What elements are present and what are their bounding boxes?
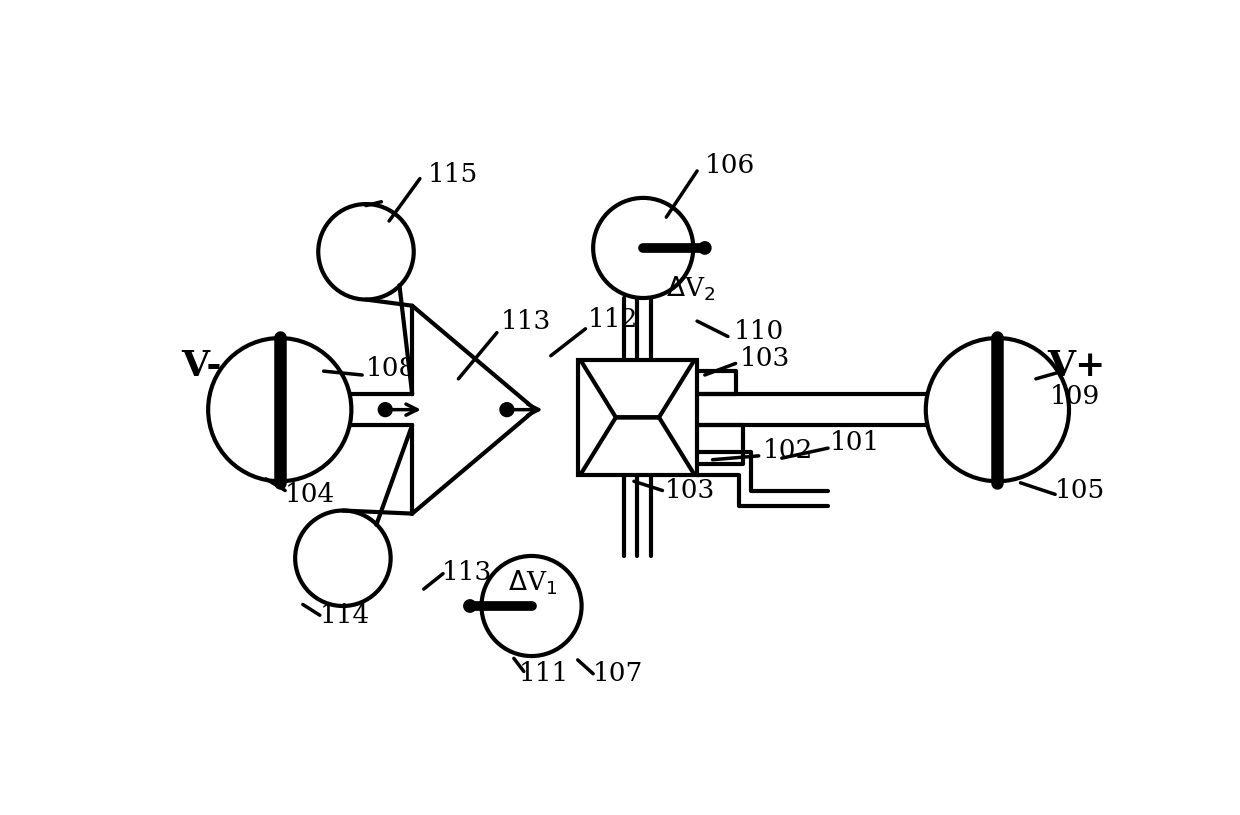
Text: 102: 102 [763,438,813,463]
Text: V+: V+ [1048,349,1106,383]
Text: 105: 105 [1055,478,1105,503]
Text: 111: 111 [518,661,569,686]
Text: 106: 106 [704,153,755,178]
Circle shape [378,403,392,416]
Text: 107: 107 [593,661,644,686]
Text: 103: 103 [739,346,790,371]
Text: V-: V- [181,349,222,383]
Circle shape [698,242,711,254]
Text: 114: 114 [320,603,370,628]
Text: $\Delta$V$_1$: $\Delta$V$_1$ [508,569,558,597]
Text: 103: 103 [665,478,715,503]
Text: 115: 115 [428,162,477,187]
Text: 101: 101 [830,430,880,456]
Circle shape [464,600,476,612]
Text: $\Delta$V$_2$: $\Delta$V$_2$ [666,275,715,303]
Text: 110: 110 [734,319,785,344]
Text: 109: 109 [1050,384,1100,409]
Bar [578,359,697,475]
Text: 112: 112 [588,307,639,332]
Text: 113: 113 [501,309,551,333]
Circle shape [500,403,513,416]
Text: 113: 113 [441,561,492,585]
Text: 108: 108 [366,356,417,381]
Text: 104: 104 [285,482,335,507]
